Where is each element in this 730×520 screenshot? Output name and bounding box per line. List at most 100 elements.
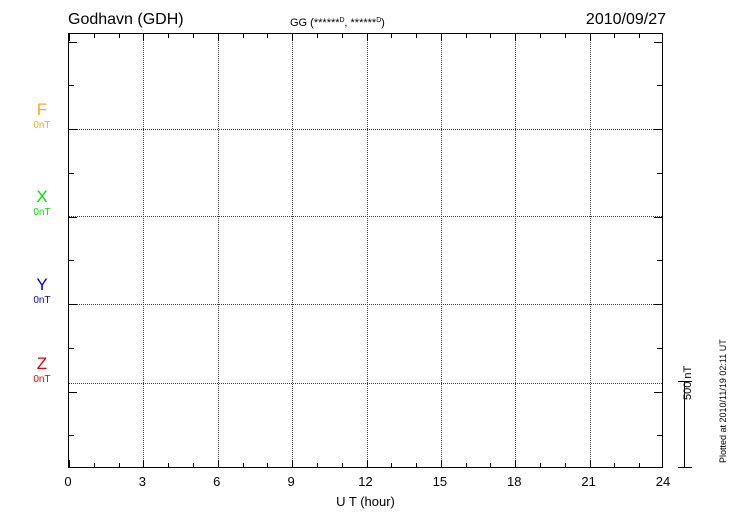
- x-tick-label: 12: [358, 474, 373, 489]
- x-axis-tick: [217, 460, 219, 467]
- component-baseline-value-x: 0nT: [33, 207, 51, 218]
- plot-grid-layer: [69, 34, 662, 467]
- latitude-unit: D: [339, 17, 345, 24]
- x-tick-label: 24: [655, 474, 671, 489]
- x-axis-tick: [217, 34, 219, 41]
- longitude-value: ******: [350, 17, 377, 29]
- x-axis-tick: [168, 463, 170, 467]
- x-axis-tick: [614, 34, 616, 38]
- y-axis-tick: [657, 347, 662, 349]
- x-axis-tick: [316, 34, 318, 38]
- longitude-unit: D: [376, 17, 382, 24]
- component-letter-y: Y: [36, 275, 48, 294]
- coord-close-paren: ): [381, 17, 385, 29]
- x-tick-label: 21: [581, 474, 596, 489]
- y-axis-tick: [654, 129, 662, 130]
- x-axis-tick: [515, 460, 517, 467]
- x-axis-tick: [465, 34, 467, 38]
- y-axis-tick: [657, 85, 662, 87]
- plotted-at-timestamp: Plotted at 2010/11/19 02:11 UT: [718, 339, 728, 463]
- component-letter-f: F: [36, 100, 48, 119]
- coord-system-label: GG: [290, 17, 308, 29]
- vertical-gridline: [217, 34, 219, 467]
- observation-date: 2010/09/27: [585, 11, 666, 28]
- y-axis-tick: [69, 304, 77, 305]
- x-axis-tick: [366, 460, 368, 467]
- scale-bar-top-cap: [678, 381, 692, 382]
- x-axis-tick: [564, 34, 566, 38]
- x-axis-tick: [143, 34, 145, 41]
- x-axis-tick: [292, 34, 294, 41]
- x-axis-tick: [366, 34, 368, 41]
- x-axis-tick: [143, 460, 145, 467]
- vertical-gridline: [292, 34, 294, 467]
- x-axis-tick: [416, 463, 418, 467]
- baseline-gridline-f: [69, 129, 662, 130]
- x-axis-tick: [440, 460, 442, 467]
- x-axis-tick: [465, 463, 467, 467]
- page-title: Godhavn (GDH): [68, 11, 184, 28]
- x-axis-tick: [242, 34, 244, 38]
- component-label-z: Z 0nT: [22, 355, 62, 386]
- scale-bar-bottom-cap: [678, 467, 692, 468]
- scale-bar-label: 500 nT: [682, 365, 694, 400]
- x-axis-tick: [267, 34, 269, 38]
- x-axis-tick: [242, 463, 244, 467]
- y-axis-tick: [654, 391, 662, 393]
- vertical-gridline: [366, 34, 368, 467]
- magnetogram-plot-area: [68, 33, 663, 468]
- x-axis-tick: [69, 460, 70, 467]
- baseline-gridline-x: [69, 216, 662, 217]
- component-baseline-value-z: 0nT: [33, 374, 51, 385]
- x-axis-tick: [564, 463, 566, 467]
- y-axis-tick: [657, 260, 662, 262]
- x-tick-label: 15: [432, 474, 448, 489]
- x-axis-tick: [192, 34, 194, 38]
- x-axis-tick: [316, 463, 318, 467]
- x-axis-tick: [490, 34, 492, 38]
- x-axis-tick: [192, 463, 194, 467]
- x-axis-tick: [93, 463, 95, 467]
- coord-open-paren: (: [307, 17, 314, 29]
- x-axis-tick: [639, 34, 641, 38]
- x-tick-label: 9: [287, 474, 295, 489]
- x-axis-tick: [341, 463, 343, 467]
- y-axis-tick: [657, 172, 662, 174]
- x-tick-label: 3: [138, 474, 146, 489]
- y-axis-tick: [654, 216, 662, 218]
- x-axis-tick: [589, 460, 591, 467]
- x-axis-tick: [639, 463, 641, 467]
- y-axis-tick: [69, 260, 74, 262]
- x-axis-tick: [416, 34, 418, 38]
- x-axis-title: U T (hour): [336, 494, 395, 509]
- station-coordinates: GG (******D, ******D): [290, 14, 385, 30]
- coord-separator: ,: [344, 17, 351, 29]
- x-axis-tick: [391, 463, 393, 467]
- x-axis-tick: [490, 463, 492, 467]
- x-axis-tick: [614, 463, 616, 467]
- y-axis-tick: [654, 41, 662, 43]
- component-baseline-value-y: 0nT: [33, 295, 51, 306]
- y-axis-tick: [69, 391, 77, 393]
- x-axis-tick: [391, 34, 393, 38]
- vertical-gridline: [515, 34, 517, 467]
- y-axis-tick: [657, 435, 662, 437]
- component-letter-x: X: [36, 187, 48, 206]
- component-label-x: X 0nT: [22, 188, 62, 219]
- x-axis-tick: [540, 34, 542, 38]
- component-letter-z: Z: [36, 354, 48, 373]
- x-axis-tick: [118, 463, 120, 467]
- x-axis-tick: [292, 460, 294, 467]
- vertical-gridline: [589, 34, 591, 467]
- x-tick-label: 6: [213, 474, 221, 489]
- y-axis-tick: [69, 129, 77, 130]
- x-axis-tick: [267, 463, 269, 467]
- component-baseline-value-f: 0nT: [33, 120, 51, 131]
- x-tick-label: 18: [507, 474, 522, 489]
- x-axis-tick: [168, 34, 170, 38]
- y-axis-tick: [69, 435, 74, 437]
- x-axis-tick: [341, 34, 343, 38]
- vertical-gridline: [440, 34, 442, 467]
- vertical-gridline: [143, 34, 145, 467]
- latitude-value: ******: [313, 17, 340, 29]
